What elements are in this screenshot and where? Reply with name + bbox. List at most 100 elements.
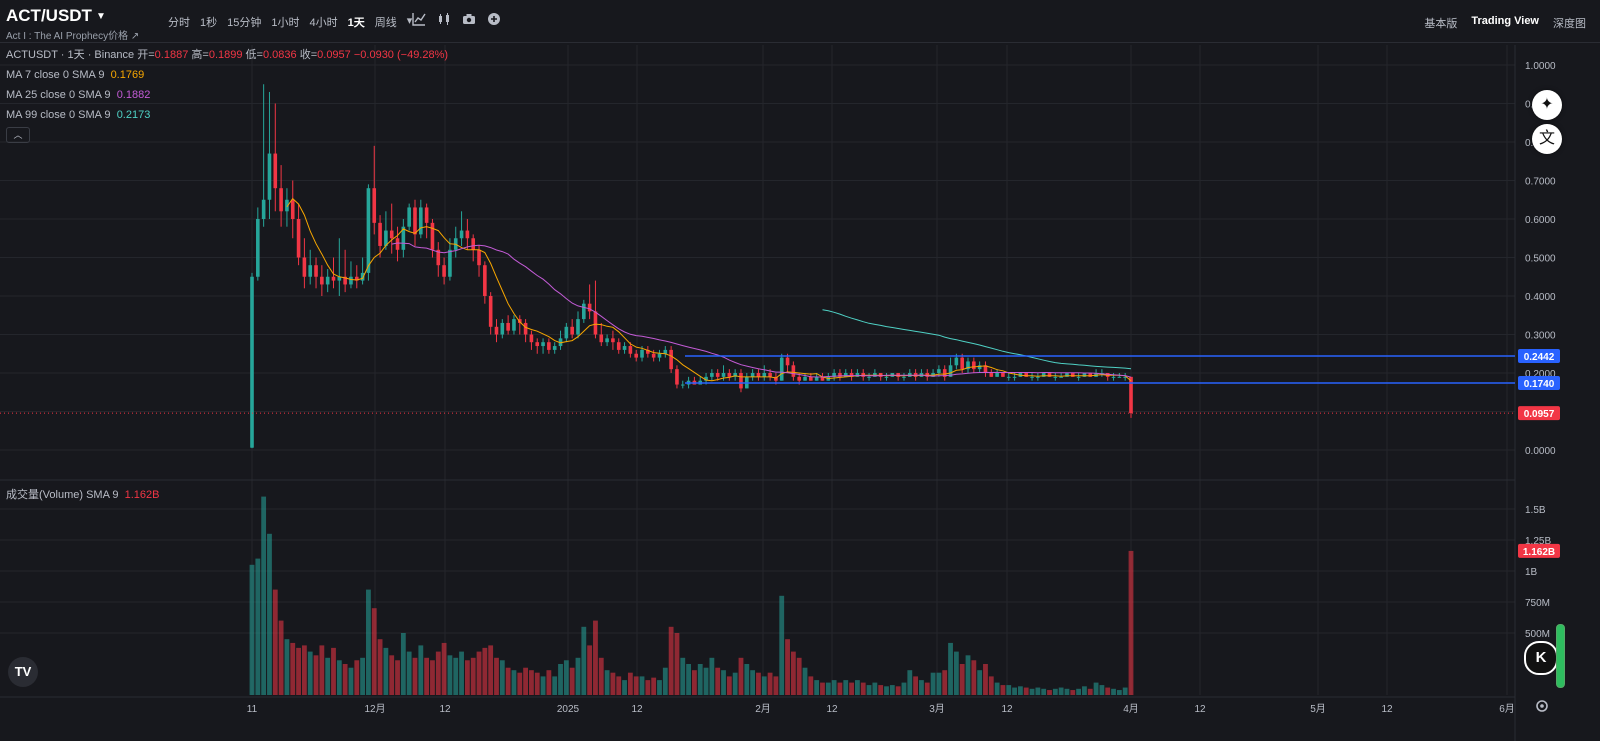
candle-body bbox=[1076, 376, 1081, 378]
volume-legend[interactable]: 成交量(Volume) SMA 9 1.162B bbox=[6, 486, 159, 502]
tradingview-logo[interactable]: TV bbox=[8, 657, 38, 687]
volume-bar bbox=[761, 676, 767, 695]
volume-bar bbox=[936, 672, 942, 695]
close-value: 0.0957 bbox=[317, 49, 351, 61]
volume-bar bbox=[790, 651, 796, 695]
volume-bar bbox=[441, 642, 447, 695]
ma7-line bbox=[286, 197, 1132, 382]
candle-body bbox=[1111, 376, 1116, 378]
candle-body bbox=[448, 249, 452, 277]
more-intervals-icon[interactable]: ▾ bbox=[406, 15, 413, 27]
volume-bar bbox=[424, 657, 430, 695]
camera-icon[interactable] bbox=[462, 12, 476, 26]
ma25-value: 0.1882 bbox=[116, 89, 151, 101]
candle-body bbox=[791, 365, 796, 377]
candle-body bbox=[1006, 376, 1011, 378]
volume-bar bbox=[389, 655, 395, 695]
volume-bar bbox=[808, 676, 814, 695]
sparkle-ai-icon[interactable]: ✦ bbox=[1532, 90, 1562, 120]
candle-body bbox=[855, 373, 860, 377]
indicator-icon[interactable] bbox=[412, 12, 426, 26]
volume-bar bbox=[913, 676, 919, 695]
candle-body bbox=[314, 265, 318, 277]
volume-bar bbox=[569, 667, 575, 695]
candle-body bbox=[1059, 376, 1063, 378]
volume-bar bbox=[697, 664, 703, 695]
candle-body bbox=[442, 265, 446, 277]
candle-body bbox=[849, 373, 854, 377]
candle-body bbox=[290, 199, 295, 219]
volume-bar bbox=[336, 660, 342, 695]
time-tick-label: 11 bbox=[247, 704, 258, 715]
chart-type-icon[interactable] bbox=[437, 12, 451, 26]
volume-bar bbox=[552, 676, 558, 695]
volume-bar bbox=[820, 682, 825, 695]
symbol-subtitle[interactable]: Act I : The AI Prophecy价格 ↗ bbox=[6, 31, 140, 42]
symbol-selector[interactable]: ACT/USDT ▼ bbox=[6, 6, 106, 26]
candle-body bbox=[506, 322, 510, 331]
volume-bar bbox=[1076, 688, 1082, 695]
candle-body bbox=[989, 373, 994, 377]
volume-bar bbox=[785, 639, 790, 695]
volume-bar bbox=[872, 682, 878, 695]
candle-body bbox=[640, 349, 644, 358]
volume-bar bbox=[726, 676, 732, 695]
candle-body bbox=[628, 346, 633, 354]
candle-body bbox=[1001, 373, 1005, 377]
volume-bar bbox=[657, 680, 662, 695]
candle-body bbox=[570, 326, 574, 335]
interval-tab[interactable]: 分时 bbox=[168, 17, 190, 29]
volume-bar bbox=[494, 657, 499, 695]
volume-bar bbox=[1093, 682, 1099, 695]
ma25-row[interactable]: MA 25 close 0 SMA 9 0.1882 bbox=[6, 87, 448, 107]
price-badge bbox=[1518, 376, 1560, 391]
scroll-indicator[interactable] bbox=[1556, 624, 1565, 688]
chart-tools bbox=[412, 12, 501, 26]
translate-icon[interactable]: 文 bbox=[1532, 124, 1562, 154]
time-tick-label: 12 bbox=[1001, 704, 1013, 715]
interval-tab[interactable]: 4小时 bbox=[309, 17, 338, 29]
volume-bar bbox=[738, 657, 744, 695]
settings-gear-icon[interactable] bbox=[1535, 699, 1549, 713]
interval-tab[interactable]: 1秒 bbox=[200, 17, 218, 29]
candle-body bbox=[273, 153, 278, 189]
candle-body bbox=[424, 207, 429, 223]
volume-bar bbox=[1006, 685, 1012, 695]
ma99-row[interactable]: MA 99 close 0 SMA 9 0.2173 bbox=[6, 107, 448, 127]
k-assistant-icon[interactable]: K bbox=[1524, 641, 1558, 675]
candle-body bbox=[337, 276, 342, 281]
volume-bar bbox=[488, 645, 494, 695]
price-tick-label: 0.6000 bbox=[1525, 215, 1556, 226]
candle-body bbox=[366, 188, 371, 273]
candle-body bbox=[983, 365, 988, 373]
volume-bar bbox=[674, 633, 680, 695]
time-tick-label: 12 bbox=[631, 704, 643, 715]
candle-body bbox=[488, 296, 493, 327]
volume-bar bbox=[272, 589, 278, 695]
interval-tab[interactable]: 15分钟 bbox=[227, 17, 262, 29]
volume-bar bbox=[360, 657, 366, 695]
ma7-row[interactable]: MA 7 close 0 SMA 9 0.1769 bbox=[6, 67, 448, 87]
price-tick-label: 0.5000 bbox=[1525, 254, 1556, 265]
interval-tab-active[interactable]: 1天 bbox=[347, 17, 365, 29]
volume-bar bbox=[854, 680, 860, 695]
volume-bar bbox=[435, 651, 441, 695]
volume-bar bbox=[627, 672, 633, 695]
view-tab-basic[interactable]: 基本版 bbox=[1424, 18, 1458, 30]
time-tick-label: 6月 bbox=[1499, 703, 1515, 715]
candle-body bbox=[797, 376, 801, 381]
view-tab-depth[interactable]: 深度图 bbox=[1553, 18, 1586, 30]
interval-tab[interactable]: 1小时 bbox=[271, 17, 300, 29]
candle-body bbox=[809, 376, 813, 381]
interval-tab[interactable]: 周线 bbox=[374, 17, 397, 29]
candle-body bbox=[378, 222, 382, 246]
collapse-legend-button[interactable]: ︿ bbox=[6, 127, 30, 143]
candle-body bbox=[308, 265, 313, 277]
candle-body bbox=[651, 353, 656, 358]
view-tab-tradingview[interactable]: Trading View bbox=[1471, 15, 1539, 27]
candle-body bbox=[576, 319, 580, 335]
candle-body bbox=[646, 349, 650, 354]
add-icon[interactable] bbox=[487, 12, 501, 26]
volume-bar bbox=[802, 667, 808, 695]
